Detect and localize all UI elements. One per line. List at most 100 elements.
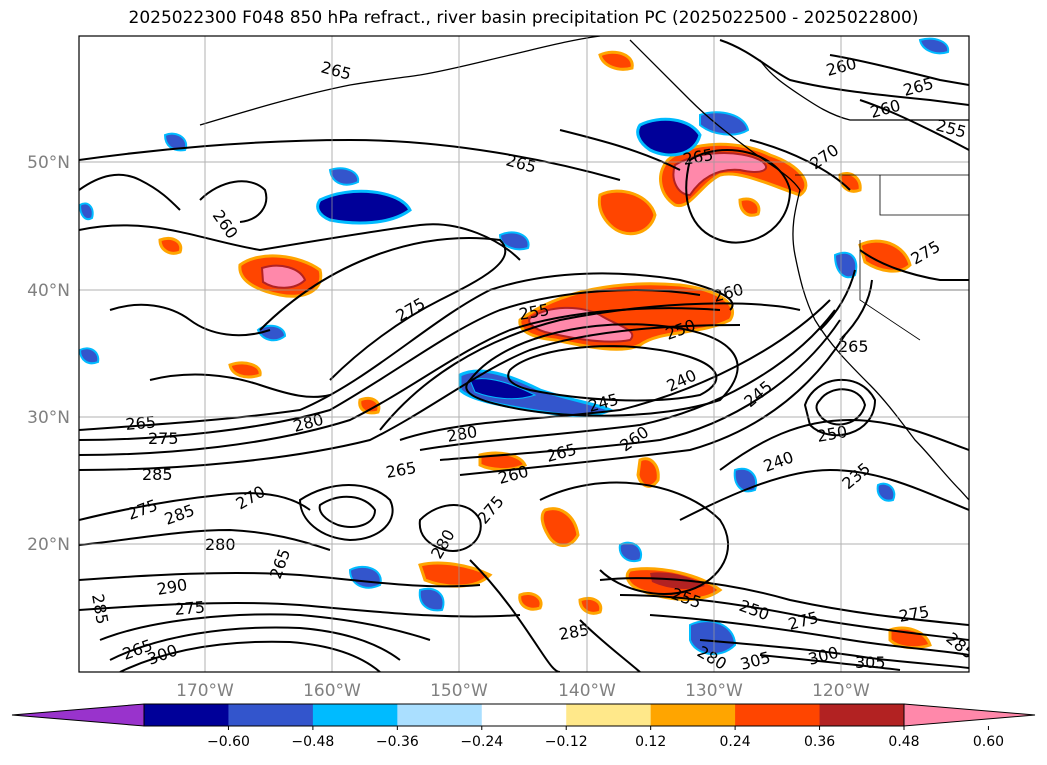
contour-label: 285 xyxy=(142,465,173,484)
colorbar-tick-label: −0.36 xyxy=(376,734,419,750)
contour-line xyxy=(859,99,969,151)
colorbar-tick-label: −0.24 xyxy=(460,734,503,750)
lat-label: 20°N xyxy=(27,535,70,555)
contour-line xyxy=(759,654,901,671)
contour-line xyxy=(599,577,969,626)
precip-shading xyxy=(79,37,950,655)
contour-line xyxy=(679,468,969,521)
lat-label: 30°N xyxy=(27,408,70,428)
contour-line xyxy=(399,299,831,441)
contour-label: 275 xyxy=(174,597,206,619)
contour-label: 265 xyxy=(838,337,869,356)
contour-line xyxy=(298,484,394,542)
anomaly-blob xyxy=(838,172,862,193)
state-border xyxy=(879,175,969,216)
lon-label: 120°W xyxy=(812,681,870,701)
colorbar-tick-label: −0.48 xyxy=(291,734,334,750)
anomaly-blob xyxy=(158,236,183,255)
contour-line xyxy=(109,303,271,337)
contour-line xyxy=(109,626,401,661)
contour-line xyxy=(559,129,681,171)
contour-line xyxy=(199,180,268,223)
contour-line xyxy=(619,594,969,641)
contour-line xyxy=(318,495,377,528)
contour-line xyxy=(579,619,641,672)
anomaly-blob xyxy=(699,111,750,136)
coastline xyxy=(759,59,969,121)
contour-line xyxy=(815,388,867,426)
plot-frame xyxy=(78,35,970,673)
colorbar-boxes xyxy=(144,704,905,726)
contour-line xyxy=(79,492,311,521)
anomaly-blob xyxy=(518,592,543,611)
anomaly-blob xyxy=(578,596,603,615)
anomaly-blob xyxy=(738,197,761,217)
anomaly-blob xyxy=(260,264,307,289)
anomaly-blob xyxy=(418,587,445,612)
anomaly-blob xyxy=(358,396,381,415)
contour-line xyxy=(439,319,841,461)
contour-line xyxy=(819,269,856,331)
lon-label: 140°W xyxy=(558,681,616,701)
contour-line xyxy=(79,528,331,551)
refractivity-contours xyxy=(79,39,969,672)
colorbar-tick-label: 0.36 xyxy=(804,734,835,750)
contour-line xyxy=(459,334,846,476)
contour-line xyxy=(419,309,836,451)
contour-line xyxy=(79,601,521,618)
contour-label: 265 xyxy=(125,412,157,434)
contour-line xyxy=(859,249,969,281)
contour-line xyxy=(418,504,482,552)
lon-label: 160°W xyxy=(303,681,361,701)
contour-line xyxy=(79,324,741,471)
colorbar-box xyxy=(735,704,821,726)
anomaly-blob xyxy=(689,620,737,655)
colorbar: −0.60 −0.48 −0.36 −0.24 −0.12 0.12 0.24 0.36 0.4… xyxy=(11,703,1036,750)
anomaly-blob xyxy=(478,451,528,471)
map-title: 2025022300 F048 850 hPa refract., river … xyxy=(128,8,919,28)
anomaly-blob xyxy=(79,347,100,365)
colorbar-frame xyxy=(143,703,905,727)
lon-label: 170°W xyxy=(176,681,234,701)
colorbar-tick-label: 0.12 xyxy=(635,734,666,750)
contour-line xyxy=(149,373,331,398)
lat-label: 40°N xyxy=(27,281,70,301)
contour-label: 275 xyxy=(148,429,179,448)
contour-line xyxy=(685,149,792,244)
anomaly-blob xyxy=(598,50,634,71)
contour-line xyxy=(259,237,507,381)
anomaly-blob xyxy=(469,378,537,400)
contour-line xyxy=(469,559,561,672)
contour-line xyxy=(79,289,701,441)
contour-line xyxy=(465,323,739,417)
colorbar-box xyxy=(312,704,398,726)
contour-line xyxy=(803,378,877,437)
contour-line xyxy=(719,39,969,106)
contour-line xyxy=(79,173,181,211)
contour-line xyxy=(749,139,851,191)
anomaly-blob xyxy=(876,482,896,502)
lon-label: 130°W xyxy=(685,681,743,701)
colorbar-tick-label: 0.60 xyxy=(973,734,1004,750)
colorbar-box xyxy=(819,704,905,726)
coastline xyxy=(419,36,601,76)
coastline xyxy=(629,39,969,501)
anomaly-blob xyxy=(256,324,287,342)
contour-line xyxy=(649,614,969,656)
anomaly-blob xyxy=(672,152,768,197)
coastlines xyxy=(199,36,969,501)
state-border xyxy=(859,240,921,341)
lat-axis: 50°N 40°N 30°N 20°N xyxy=(27,153,70,555)
contour-line xyxy=(699,639,969,669)
anomaly-blob xyxy=(858,239,912,273)
anomaly-blob xyxy=(918,37,950,55)
colorbar-box xyxy=(650,704,736,726)
colorbar-box xyxy=(228,704,314,726)
colorbar-box xyxy=(566,704,652,726)
colorbar-tick-label: −0.12 xyxy=(545,734,588,750)
colorbar-under-arrow xyxy=(11,703,145,727)
anomaly-blob xyxy=(618,541,643,562)
contour-line xyxy=(839,279,873,341)
contour-line xyxy=(539,481,730,595)
colorbar-tick-label: −0.60 xyxy=(207,734,250,750)
